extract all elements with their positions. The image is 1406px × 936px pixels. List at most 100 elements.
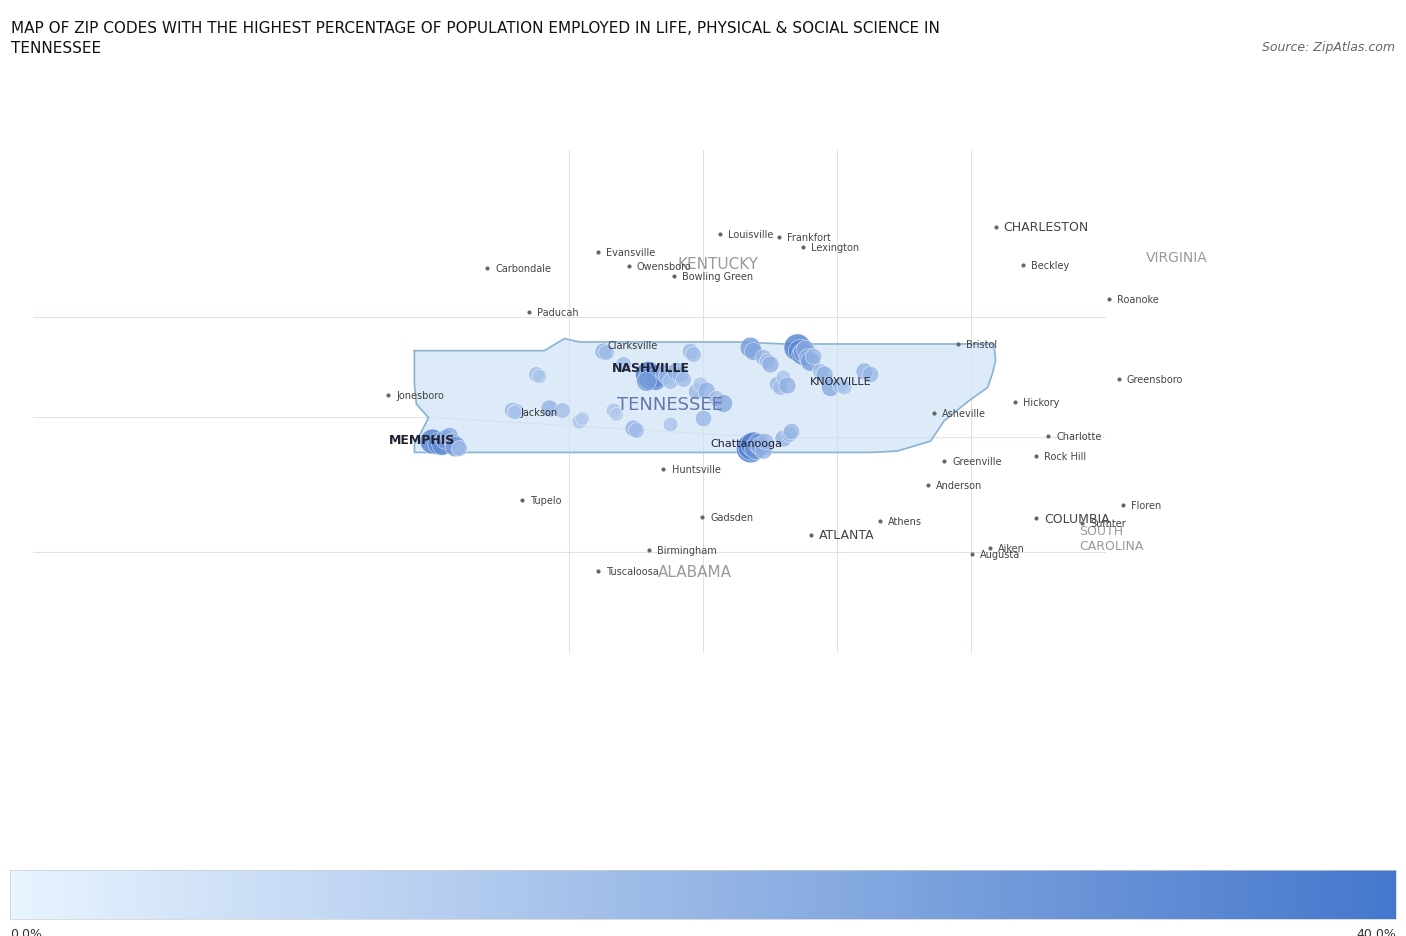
Text: Birmingham: Birmingham xyxy=(658,546,717,556)
Text: Jonesboro: Jonesboro xyxy=(396,390,444,401)
Point xyxy=(434,432,457,447)
Text: Tupelo: Tupelo xyxy=(530,495,562,505)
Point xyxy=(813,367,835,382)
Point xyxy=(427,436,450,451)
Point xyxy=(738,341,761,356)
Point xyxy=(624,423,647,438)
Text: NASHVILLE: NASHVILLE xyxy=(612,361,690,374)
Point xyxy=(744,441,766,456)
Point xyxy=(776,378,799,393)
Point xyxy=(685,384,707,399)
Point xyxy=(505,404,527,419)
Point xyxy=(655,369,678,384)
Point xyxy=(672,372,695,387)
Point xyxy=(765,377,787,392)
Text: 40.0%: 40.0% xyxy=(1357,927,1396,936)
Text: Rock Hill: Rock Hill xyxy=(1045,451,1087,461)
Point xyxy=(738,441,761,456)
Text: Roanoke: Roanoke xyxy=(1116,295,1159,305)
Point xyxy=(682,347,704,362)
Point xyxy=(501,402,523,417)
Point xyxy=(852,364,875,379)
Text: Augusta: Augusta xyxy=(980,548,1021,559)
Point xyxy=(444,439,467,454)
Point xyxy=(527,369,550,384)
Point xyxy=(754,434,776,449)
Point xyxy=(637,367,659,382)
Point xyxy=(503,405,526,420)
Text: Beckley: Beckley xyxy=(1031,261,1070,271)
Point xyxy=(742,344,765,358)
Point xyxy=(859,367,882,382)
Point xyxy=(644,372,666,387)
Text: Floren: Floren xyxy=(1132,500,1161,510)
Point xyxy=(668,367,690,382)
Point xyxy=(621,420,644,435)
Point xyxy=(440,434,463,449)
Text: Athens: Athens xyxy=(887,516,922,526)
Text: Aiken: Aiken xyxy=(998,543,1025,553)
Point xyxy=(430,437,453,452)
Point xyxy=(605,407,627,422)
Point xyxy=(786,341,808,356)
Point xyxy=(752,443,775,458)
Text: Evansville: Evansville xyxy=(606,248,655,258)
Text: Louisville: Louisville xyxy=(728,229,773,240)
Text: KNOXVILLE: KNOXVILLE xyxy=(810,376,872,387)
Polygon shape xyxy=(415,339,995,453)
Text: Anderson: Anderson xyxy=(936,480,983,490)
Text: SOUTH
CAROLINA: SOUTH CAROLINA xyxy=(1080,524,1143,552)
Text: KENTUCKY: KENTUCKY xyxy=(678,256,759,271)
Point xyxy=(803,349,825,364)
Text: TENNESSEE: TENNESSEE xyxy=(11,41,101,56)
Text: CHARLESTON: CHARLESTON xyxy=(1004,221,1088,234)
Point xyxy=(711,396,734,411)
Point xyxy=(551,402,574,417)
Point xyxy=(706,390,728,405)
Text: Lexington: Lexington xyxy=(811,242,859,253)
Text: ALABAMA: ALABAMA xyxy=(658,564,731,579)
Point xyxy=(796,350,818,365)
Point xyxy=(665,364,688,379)
Point xyxy=(658,373,681,388)
Point xyxy=(612,358,634,373)
Point xyxy=(678,344,700,358)
Point xyxy=(537,401,560,416)
Point xyxy=(752,350,775,365)
Text: MAP OF ZIP CODES WITH THE HIGHEST PERCENTAGE OF POPULATION EMPLOYED IN LIFE, PHY: MAP OF ZIP CODES WITH THE HIGHEST PERCEN… xyxy=(11,21,941,36)
Text: Greensboro: Greensboro xyxy=(1126,375,1184,385)
Point xyxy=(447,441,470,456)
Text: Paducah: Paducah xyxy=(537,308,579,317)
Point xyxy=(808,364,831,379)
Point xyxy=(772,431,794,446)
Point xyxy=(832,381,855,396)
Point xyxy=(592,344,614,358)
Text: Gadsden: Gadsden xyxy=(710,513,754,523)
Text: Tuscaloosa: Tuscaloosa xyxy=(606,566,658,577)
Text: Jackson: Jackson xyxy=(520,408,558,417)
Point xyxy=(742,437,765,452)
Text: Bowling Green: Bowling Green xyxy=(682,271,752,282)
Text: Bristol: Bristol xyxy=(966,340,997,350)
Text: Chattanooga: Chattanooga xyxy=(710,439,783,448)
Point xyxy=(651,365,673,380)
Point xyxy=(772,371,794,386)
Text: Frankfort: Frankfort xyxy=(787,233,831,242)
Point xyxy=(759,358,782,373)
Point xyxy=(799,354,821,369)
Text: Greenville: Greenville xyxy=(952,457,1001,467)
Point xyxy=(602,402,624,417)
Text: Clarksville: Clarksville xyxy=(607,341,658,351)
Text: Sumter: Sumter xyxy=(1090,519,1126,529)
Point xyxy=(769,381,792,396)
Text: Huntsville: Huntsville xyxy=(672,464,720,475)
Text: VIRGINIA: VIRGINIA xyxy=(1146,251,1208,265)
Point xyxy=(420,434,443,449)
Point xyxy=(658,417,681,432)
Point xyxy=(568,414,591,429)
Text: ATLANTA: ATLANTA xyxy=(818,529,875,542)
Point xyxy=(789,344,811,358)
Text: Carbondale: Carbondale xyxy=(495,264,551,274)
Text: 0.0%: 0.0% xyxy=(10,927,42,936)
Text: TENNESSEE: TENNESSEE xyxy=(617,396,723,414)
